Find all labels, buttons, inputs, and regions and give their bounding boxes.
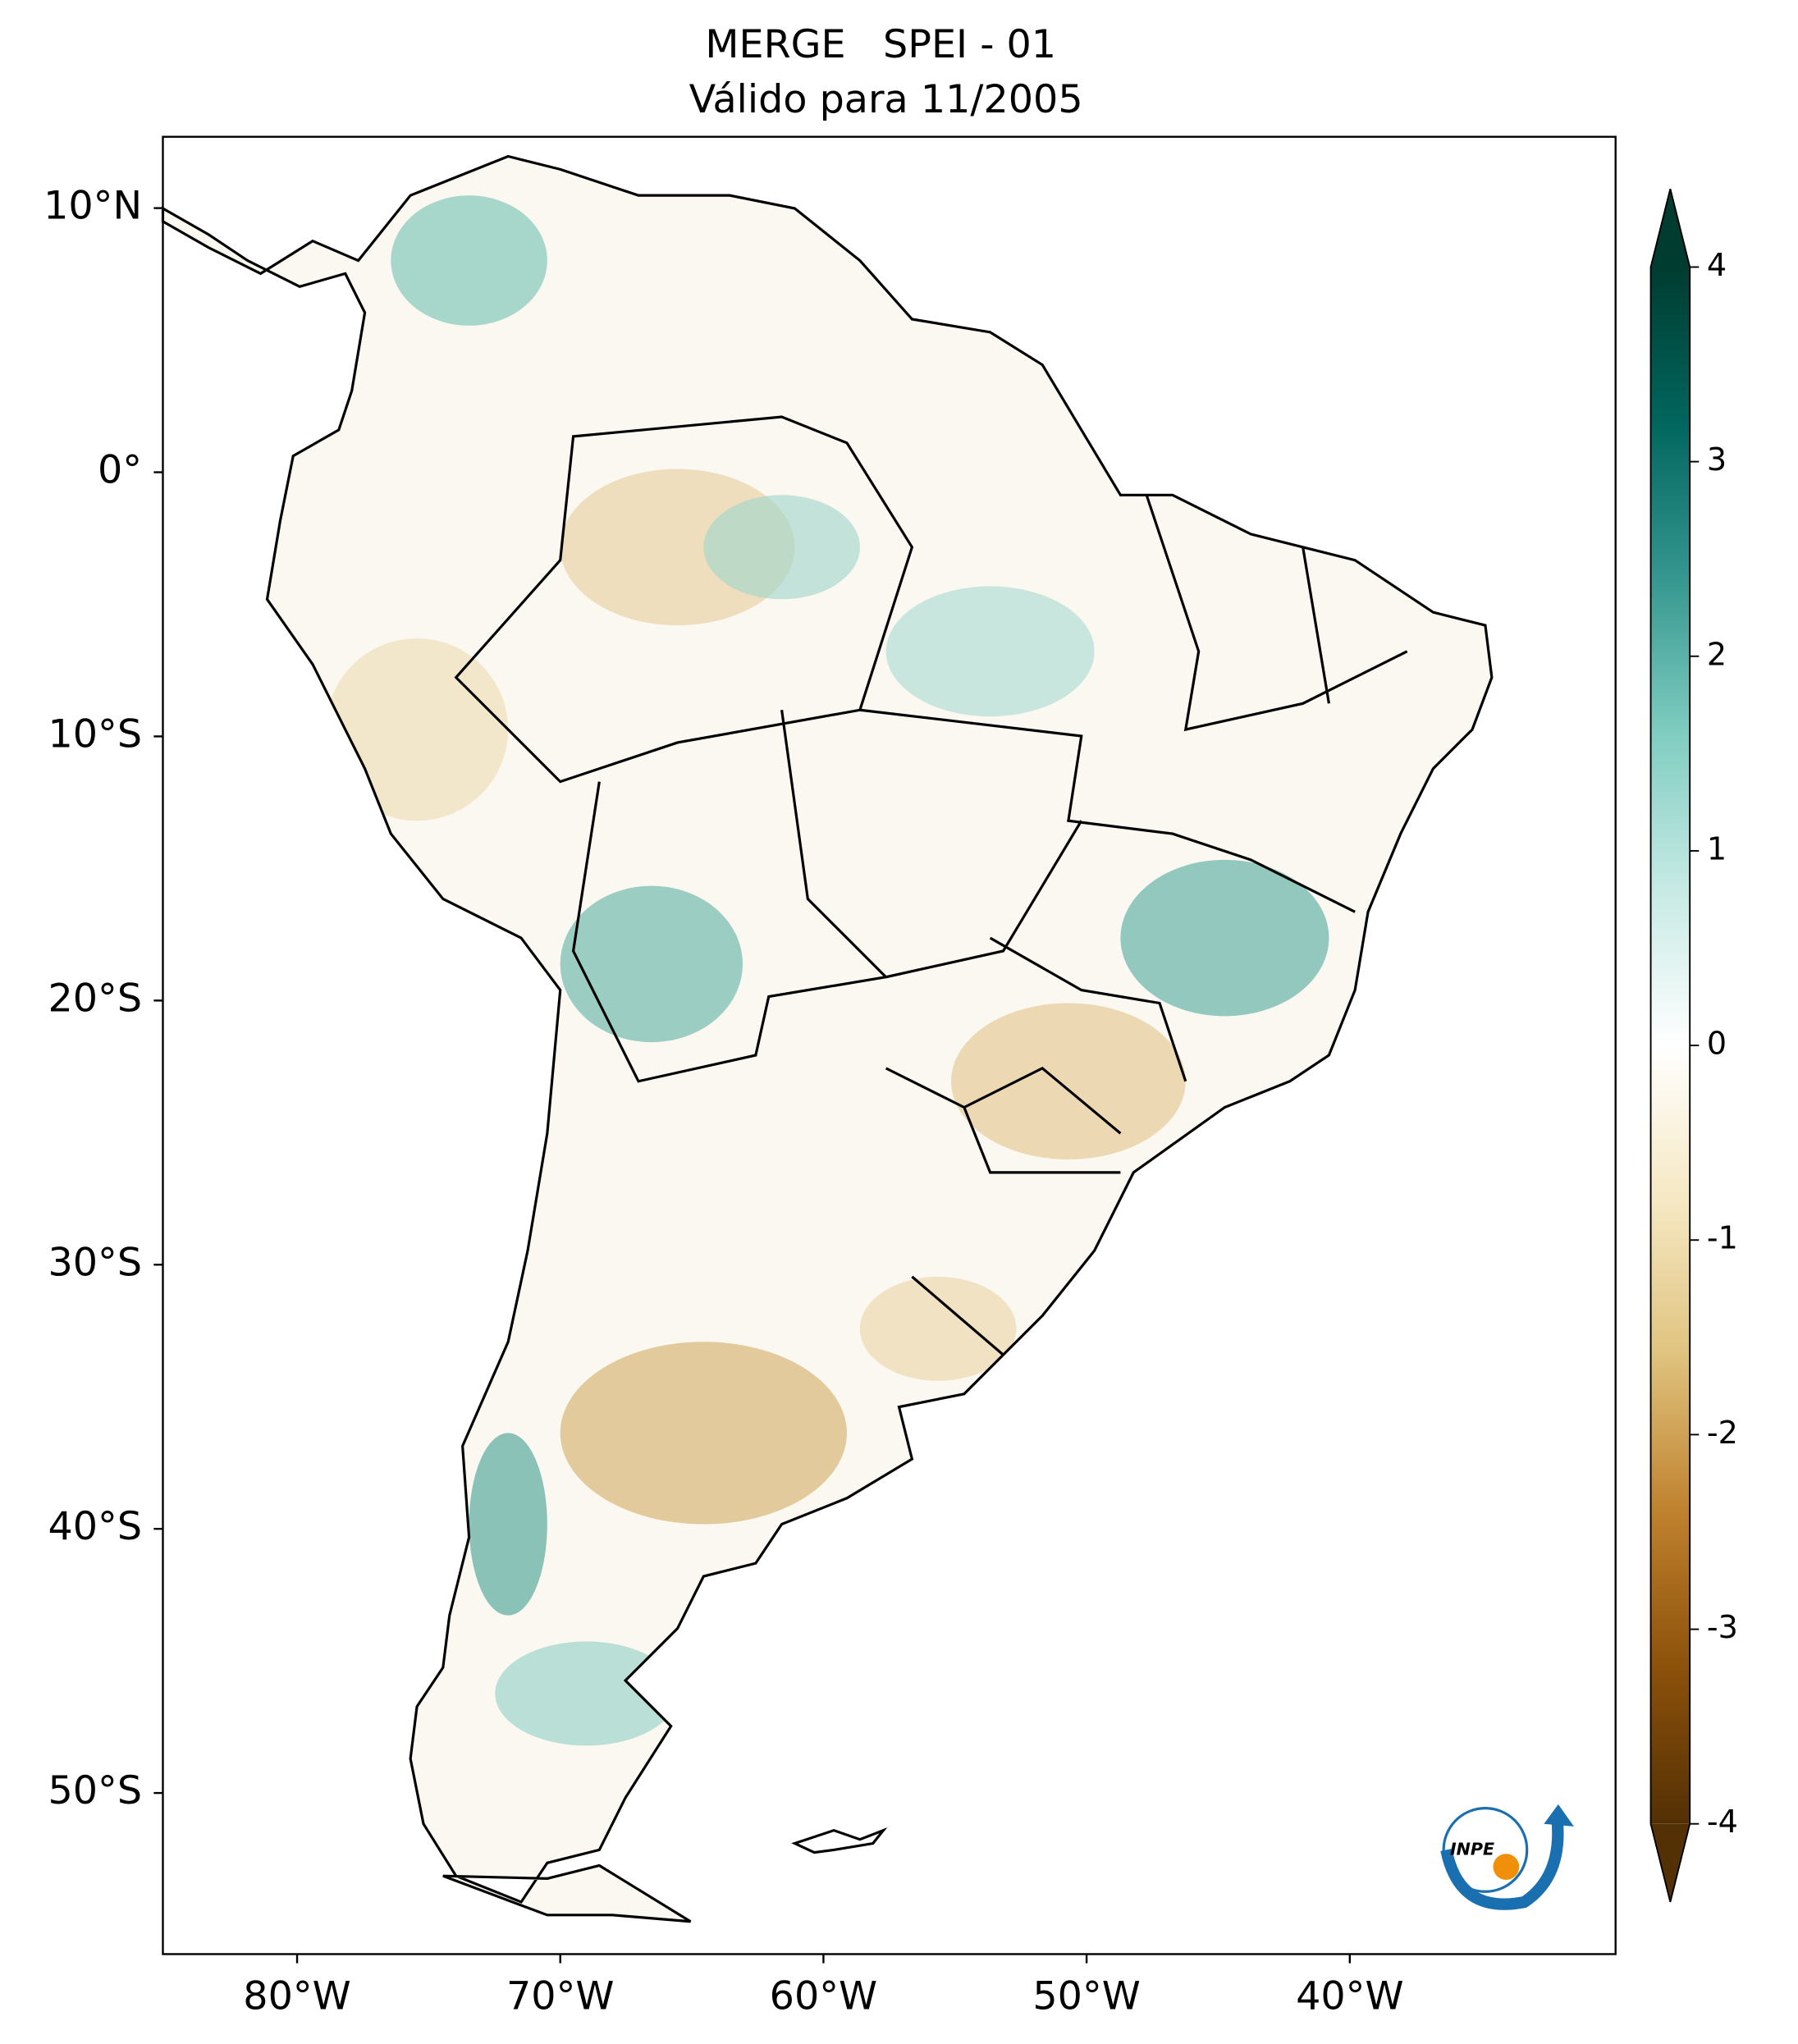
colorbar-tick-label: -3 — [1707, 1609, 1738, 1645]
colorbar-body — [1650, 267, 1690, 1824]
x-tick-label: 70°W — [506, 1973, 614, 2019]
y-tick-label: 10°N — [43, 184, 142, 229]
colorbar-tick-label: 1 — [1707, 830, 1727, 867]
colorbar-tick-label: -4 — [1707, 1804, 1738, 1840]
colorbar-tick-label: 2 — [1707, 636, 1727, 672]
y-tick-label: 30°S — [48, 1240, 142, 1285]
x-tick-label: 50°W — [1032, 1973, 1140, 2019]
y-tick-label: 20°S — [48, 976, 142, 1021]
colorbar-tick-label: 3 — [1707, 441, 1727, 478]
map-title: MERGE SPEI - 01 — [705, 22, 1056, 67]
borders — [454, 415, 1408, 1356]
y-tick-label: 50°S — [48, 1768, 142, 1813]
map-frame — [162, 135, 1617, 1955]
x-tick-label: 60°W — [770, 1973, 877, 2019]
y-tick-label: 0° — [98, 448, 142, 493]
y-tick-label: 10°S — [48, 711, 142, 757]
y-tick-label: 40°S — [48, 1504, 142, 1549]
colorbar: -4 -3 -2 -1 0 1 2 3 4 — [1649, 188, 1738, 1903]
map-subtitle: Válido para 11/2005 — [689, 77, 1083, 122]
colorbar-bottom-extend — [1650, 1823, 1690, 1902]
x-tick-label: 80°W — [243, 1973, 350, 2019]
colorbar-tick-label: -1 — [1707, 1220, 1738, 1256]
colorbar-tick-label: 4 — [1707, 247, 1727, 283]
colorbar-top-extend — [1650, 189, 1690, 268]
land — [162, 156, 1492, 1922]
falklands — [791, 1827, 888, 1854]
field-shading — [325, 195, 1329, 1746]
inpe-logo: INPE — [1440, 1804, 1574, 1910]
logo-text: INPE — [1450, 1839, 1494, 1859]
x-tick-label: 40°W — [1296, 1973, 1403, 2019]
colorbar-tick-label: -2 — [1707, 1415, 1738, 1451]
colorbar-tick-label: 0 — [1707, 1026, 1727, 1062]
map-area — [161, 135, 1617, 1955]
